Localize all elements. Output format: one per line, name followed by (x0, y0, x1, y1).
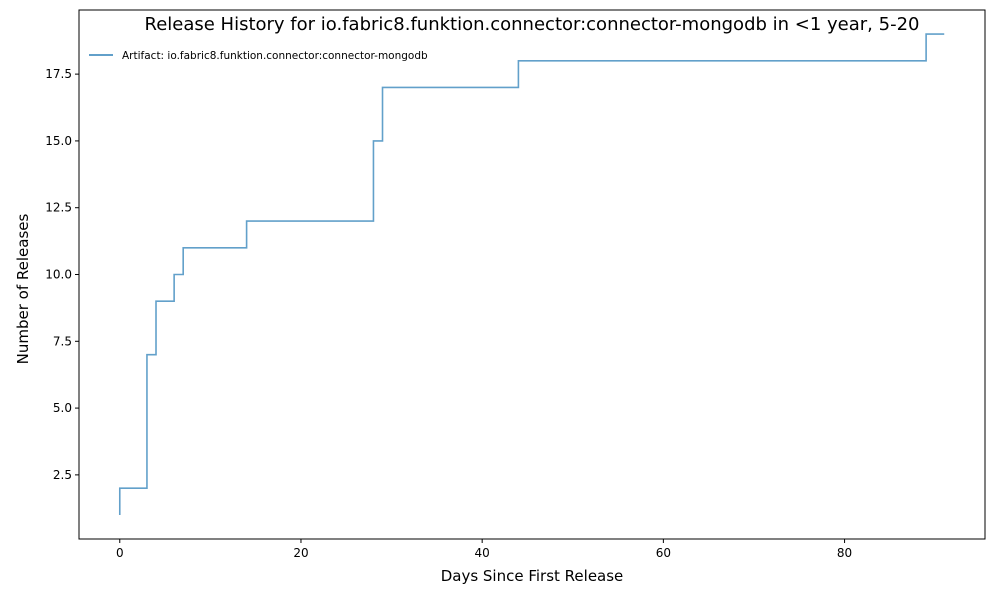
y-tick-label: 12.5 (45, 201, 72, 215)
y-axis-title: Number of Releases (14, 213, 32, 364)
plot-frame (78, 9, 986, 540)
x-tick-label: 80 (837, 546, 852, 560)
x-tick-label: 40 (475, 546, 490, 560)
y-tick-label: 5.0 (53, 401, 72, 415)
legend: Artifact: io.fabric8.funktion.connector:… (89, 50, 428, 62)
y-axis-ticks: 2.5 5.0 7.5 10.0 12.5 15.0 17.5 (45, 67, 79, 482)
chart-title: Release History for io.fabric8.funktion.… (145, 14, 920, 35)
x-tick-label: 0 (116, 546, 124, 560)
x-tick-label: 20 (293, 546, 308, 560)
y-tick-label: 7.5 (53, 334, 72, 348)
x-tick-label: 60 (656, 546, 671, 560)
x-axis-ticks: 0 20 40 60 80 (116, 539, 852, 560)
y-tick-label: 17.5 (45, 67, 72, 81)
y-tick-label: 2.5 (53, 468, 72, 482)
y-tick-label: 15.0 (45, 134, 72, 148)
series-line-0 (118, 33, 945, 515)
y-tick-label: 10.0 (45, 268, 72, 282)
series-layer (118, 33, 945, 515)
x-axis-title: Days Since First Release (441, 567, 624, 585)
legend-label: Artifact: io.fabric8.funktion.connector:… (122, 50, 428, 62)
